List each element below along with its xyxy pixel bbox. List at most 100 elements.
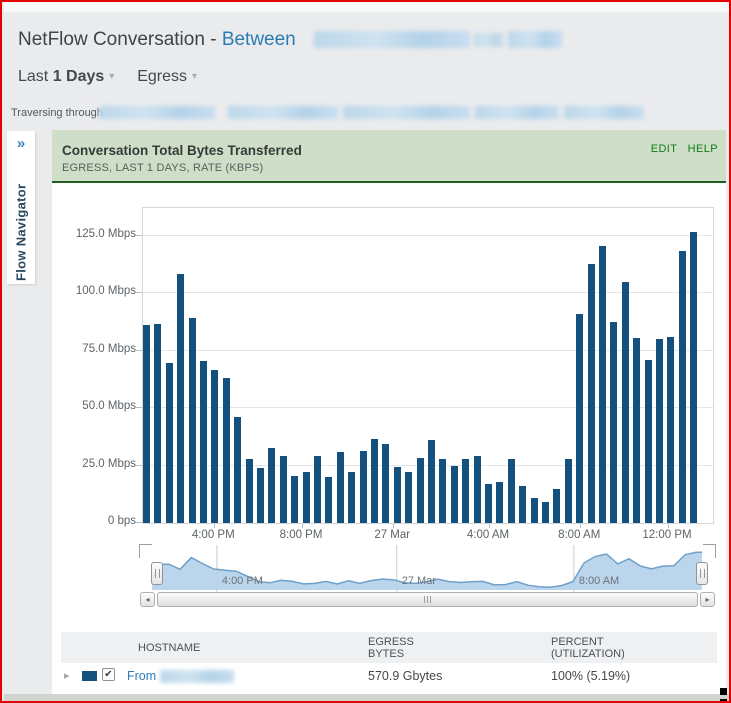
bar [245, 458, 253, 523]
table-header: HOSTNAME EGRESS BYTES PERCENT (UTILIZATI… [61, 632, 717, 663]
hostname-link[interactable]: From [127, 669, 157, 683]
drag-grip-icon [699, 569, 705, 578]
y-tick-label: 25.0 Mbps [82, 457, 136, 470]
range-selector-area-chart [152, 545, 702, 592]
bar [279, 456, 287, 523]
y-tick-label: 125.0 Mbps [75, 227, 136, 240]
bar [621, 281, 629, 523]
bar [428, 440, 435, 523]
scrollbar-thumb[interactable] [157, 592, 698, 607]
bar [690, 232, 698, 523]
bar [371, 439, 378, 523]
brush-time-label: 4:00 PM [221, 575, 263, 587]
bar [177, 273, 185, 523]
bar [314, 456, 321, 523]
bar [542, 502, 549, 523]
bar [154, 324, 162, 523]
bar [222, 378, 230, 523]
redacted-interface-info [343, 106, 470, 119]
widget-header: Conversation Total Bytes Transferred EGR… [52, 130, 726, 183]
bar [291, 475, 299, 523]
bar-chart-plot[interactable] [142, 207, 714, 528]
bar [165, 363, 173, 523]
bar [359, 450, 367, 523]
between-link[interactable]: Between [221, 29, 296, 50]
chevron-double-right-icon[interactable]: » [16, 135, 26, 152]
column-percent-utilization: PERCENT (UTILIZATION) [551, 635, 625, 660]
drag-grip-icon [154, 569, 160, 578]
series-checkbox[interactable]: ✔ [102, 668, 115, 681]
bar [507, 458, 515, 523]
scroll-left-button[interactable]: ◂ [140, 592, 155, 607]
x-tick-label: 27 Mar [374, 529, 411, 541]
bar [234, 417, 242, 523]
x-axis: 4:00 PM 8:00 PM 27 Mar 4:00 AM 8:00 AM 12:00 … [142, 526, 712, 542]
bar [496, 481, 504, 523]
brush-handle-left[interactable] [151, 562, 163, 585]
column-hostname: HOSTNAME [138, 641, 201, 654]
y-tick-label: 50.0 Mbps [82, 400, 136, 413]
bottom-strip [4, 694, 729, 701]
bar [564, 458, 572, 523]
series-color-swatch [82, 671, 97, 681]
bar [257, 467, 264, 523]
y-tick-mark [136, 464, 142, 466]
x-tick-mark [580, 524, 582, 528]
expand-row-icon[interactable]: ▸ [64, 670, 70, 682]
x-tick-label: 4:00 PM [191, 529, 235, 541]
x-tick-mark [488, 524, 490, 528]
bar [644, 359, 652, 523]
redacted-hostname [160, 670, 234, 683]
range-selector[interactable]: 4:00 PM 27 Mar 8:00 AM [152, 545, 702, 592]
direction-dropdown[interactable]: Egress ▾ [137, 68, 198, 85]
bar [302, 472, 310, 523]
top-strip [4, 2, 729, 12]
view-controls: Last 1 Days ▾ Egress ▾ [18, 68, 197, 86]
y-tick-mark [136, 292, 142, 294]
bar [416, 457, 424, 523]
caret-down-icon[interactable]: ▾ [192, 71, 198, 82]
redacted-endpoint-a [314, 31, 470, 48]
gridline [143, 234, 713, 236]
chart-scrollbar[interactable]: ◂ ▸ [140, 592, 715, 607]
scroll-right-button[interactable]: ▸ [700, 592, 715, 607]
widget-title: Conversation Total Bytes Transferred [62, 143, 302, 158]
bar [473, 456, 481, 523]
bar [439, 458, 447, 523]
bar [667, 336, 675, 523]
y-tick-mark [136, 234, 142, 236]
caret-down-icon[interactable]: ▾ [109, 71, 115, 82]
bar [143, 325, 150, 523]
selection-handle-artifact [720, 688, 727, 695]
x-tick-label: 8:00 AM [558, 529, 601, 541]
redacted-and-word [474, 33, 504, 47]
x-tick-label: 8:00 PM [279, 529, 323, 541]
arrow-right-icon: ▸ [705, 595, 710, 604]
table-row: ▸ ✔ From 570.9 Gbytes 100% (5.19%) [61, 663, 717, 690]
brush-corner-left [139, 544, 152, 558]
conversation-widget: Conversation Total Bytes Transferred EGR… [52, 130, 726, 696]
bar [211, 370, 219, 523]
traversing-label: Traversing through [11, 107, 103, 119]
widget-links: EDIT HELP [644, 143, 718, 155]
x-tick-mark [667, 524, 669, 528]
bar [530, 497, 538, 523]
bar [576, 313, 584, 523]
bar [678, 250, 686, 523]
time-range-dropdown[interactable]: Last 1 Days ▾ [18, 68, 115, 85]
y-tick-mark [136, 522, 142, 523]
brush-handle-right[interactable] [696, 562, 708, 585]
bar [485, 483, 492, 523]
edit-link[interactable]: EDIT [650, 143, 678, 155]
bar [348, 472, 356, 523]
help-link[interactable]: HELP [687, 143, 718, 155]
x-tick-mark [393, 524, 395, 528]
bar [656, 339, 663, 523]
bar [462, 458, 470, 523]
selection-handle-artifact [720, 699, 727, 701]
y-axis: 0 bps 25.0 Mbps 50.0 Mbps 75.0 Mbps 100.0 Mb… [52, 130, 142, 530]
redacted-endpoint-b [508, 31, 562, 48]
redacted-interface-info [228, 106, 338, 119]
bar [393, 466, 401, 523]
flow-navigator-tab[interactable]: » Flow Navigator [7, 131, 35, 284]
